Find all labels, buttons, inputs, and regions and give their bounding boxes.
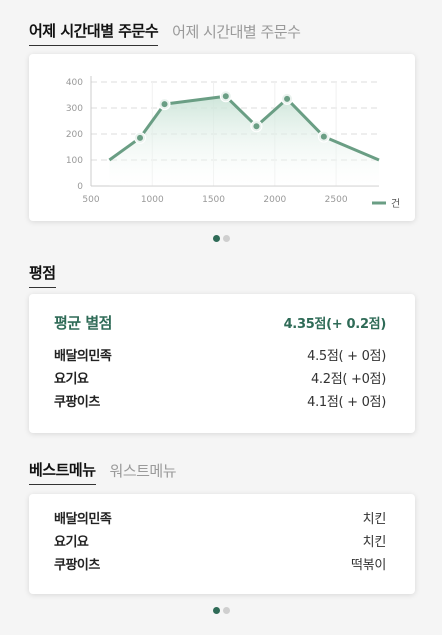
average-rating-label: 평균 별점 xyxy=(54,314,112,332)
rating-platform: 배달의민족 xyxy=(54,349,112,364)
tab-best-menu[interactable]: 베스트메뉴 xyxy=(29,459,96,485)
series-area xyxy=(109,96,380,186)
rating-row: 배달의민족 4.5점( + 0점) xyxy=(54,345,386,364)
series-line xyxy=(108,94,380,162)
pagination-dot-2[interactable] xyxy=(222,607,230,614)
y-tick-label: 200 xyxy=(66,130,83,140)
rating-value: 4.1점( + 0점) xyxy=(307,395,386,410)
rating-platform: 요기요 xyxy=(54,372,89,387)
x-tick-label: 1000 xyxy=(141,195,164,205)
rating-platform: 쿠팡이츠 xyxy=(54,395,100,410)
y-tick-label: 400 xyxy=(66,78,83,88)
data-point xyxy=(137,134,144,141)
data-point xyxy=(161,101,168,108)
menu-platform: 요기요 xyxy=(54,535,89,550)
chart-pagination xyxy=(0,235,442,242)
tab-yesterday-orders-inactive[interactable]: 어제 시간대별 주문수 xyxy=(172,23,301,41)
x-tick-label: 2000 xyxy=(263,195,286,205)
data-point xyxy=(222,93,229,100)
best-menu-card: 배달의민족 치킨 요기요 치킨 쿠팡이츠 떡볶이 xyxy=(29,494,415,594)
menu-platform: 배달의민족 xyxy=(54,512,112,527)
rating-row: 요기요 4.2점( +0점) xyxy=(54,368,386,387)
orders-chart-card: 0 100 200 300 400 500 1000 1500 2000 2500 건 xyxy=(29,54,415,221)
tab-yesterday-orders-active[interactable]: 어제 시간대별 주문수 xyxy=(29,20,159,46)
x-tick-label: 1500 xyxy=(202,195,225,205)
rating-row: 쿠팡이츠 4.1점( + 0점) xyxy=(54,391,386,410)
rating-section-title: 평점 xyxy=(29,262,56,288)
orders-chart: 0 100 200 300 400 500 1000 1500 2000 2500 건 xyxy=(66,76,400,210)
chart-legend: 건 xyxy=(372,198,400,210)
menu-item: 떡볶이 xyxy=(351,558,386,573)
menu-platform: 쿠팡이츠 xyxy=(54,558,100,573)
legend-label: 건 xyxy=(391,198,400,210)
menu-row: 요기요 치킨 xyxy=(54,531,386,550)
menu-row: 배달의민족 치킨 xyxy=(54,508,386,527)
menu-tabs: 베스트메뉴 워스트메뉴 xyxy=(29,459,177,485)
menu-item: 치킨 xyxy=(362,512,387,527)
tab-worst-menu[interactable]: 워스트메뉴 xyxy=(109,462,177,480)
x-tick-label: 2500 xyxy=(325,195,348,205)
pagination-dot-1[interactable] xyxy=(212,235,220,242)
data-point xyxy=(253,123,260,130)
data-point xyxy=(284,95,291,102)
menu-pagination xyxy=(0,607,442,614)
average-rating-row: 평균 별점 4.35점(+ 0.2점) xyxy=(54,312,386,333)
y-tick-label: 300 xyxy=(66,104,83,114)
pagination-dot-2[interactable] xyxy=(222,235,230,242)
orders-tabs: 어제 시간대별 주문수 어제 시간대별 주문수 xyxy=(29,20,301,46)
rating-card: 평균 별점 4.35점(+ 0.2점) 배달의민족 4.5점( + 0점) 요기… xyxy=(29,294,415,433)
rating-value: 4.2점( +0점) xyxy=(310,372,386,387)
y-tick-label: 100 xyxy=(66,156,83,166)
data-point xyxy=(320,133,327,140)
menu-row: 쿠팡이츠 떡볶이 xyxy=(54,554,386,573)
average-rating-value: 4.35점(+ 0.2점) xyxy=(283,317,387,332)
pagination-dot-1[interactable] xyxy=(212,607,220,614)
x-tick-label: 500 xyxy=(82,195,99,205)
rating-value: 4.5점( + 0점) xyxy=(307,349,386,364)
menu-item: 치킨 xyxy=(362,535,387,550)
y-tick-label: 0 xyxy=(77,182,83,192)
